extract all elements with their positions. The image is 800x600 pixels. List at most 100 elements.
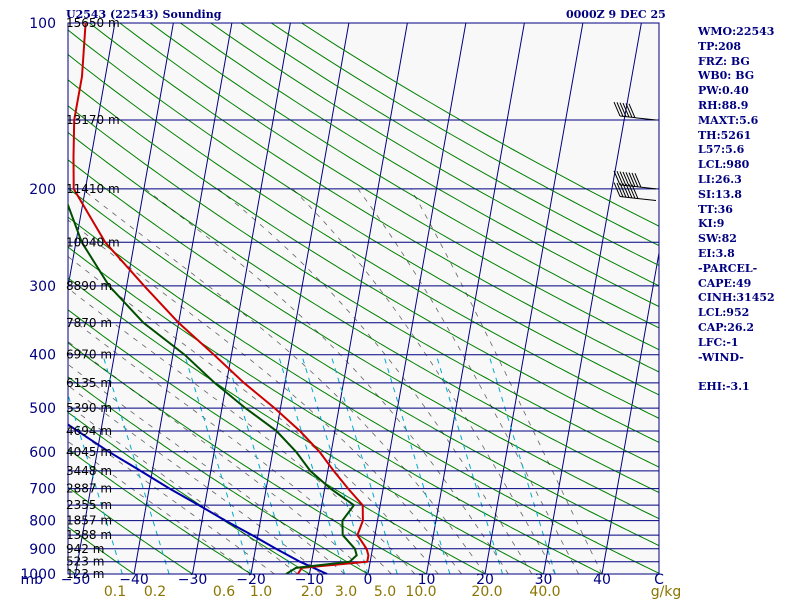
index-line: SI:13.8 (698, 187, 742, 201)
dry-adiabat-line (149, 23, 659, 329)
dry-adiabat-line (88, 23, 659, 373)
height-label: 1857 m (66, 514, 112, 528)
mixing-ratio-label: 1.0 (250, 584, 272, 600)
index-line: LI:26.3 (698, 173, 742, 186)
mixing-ratio-line (184, 354, 252, 574)
dry-adiabat-line (68, 131, 659, 494)
wind-barb-flag (631, 184, 639, 199)
isotherm-line (426, 23, 525, 574)
wind-barb-flag (625, 103, 633, 118)
isotherm-line (68, 23, 116, 290)
height-label: 4694 m (66, 424, 112, 438)
dry-adiabat-line (68, 342, 428, 574)
mixing-ratio-label: 3.0 (335, 584, 357, 600)
temperature-tick-label: 30 (535, 572, 553, 588)
height-label: 2355 m (66, 498, 112, 512)
dry-adiabat-line (68, 159, 659, 520)
isotherm-line (484, 23, 584, 574)
pressure-tick-label: 600 (29, 445, 56, 461)
temperature-tick-label: −20 (236, 572, 266, 588)
height-label: 7870 m (66, 316, 112, 330)
index-line: RH:88.9 (698, 99, 749, 112)
mixing-ratio-line (488, 354, 556, 574)
index-line: SW:82 (698, 232, 737, 246)
isotherm-line (309, 23, 408, 574)
height-label: 942 m (66, 542, 104, 556)
height-label: 3448 m (66, 464, 112, 478)
mixing-ratio-line (435, 354, 504, 574)
index-line: CINH:31452 (698, 291, 775, 305)
wind-barb-flag (622, 171, 630, 187)
pressure-tick-label: 900 (29, 542, 56, 558)
wind-barb-flag (631, 172, 639, 188)
isotherm-line (250, 23, 350, 574)
index-line: PW:0.40 (698, 84, 749, 98)
dry-adiabat-line (68, 79, 659, 443)
mixing-ratio-line (277, 354, 346, 574)
moist-adiabat-line (68, 404, 299, 574)
temperature-tick-label: 0 (364, 572, 373, 588)
dry-adiabat-line (68, 486, 194, 574)
moist-adiabat-line (68, 423, 275, 574)
mixing-ratio-line (102, 354, 170, 574)
isotherm-line (367, 23, 467, 574)
mixing-ratio-line (330, 354, 398, 574)
mixing-ratio-label: 40.0 (529, 584, 560, 600)
wind-barb (613, 182, 657, 202)
index-line: EHI:-3.1 (698, 380, 750, 394)
mixing-ratio-line (301, 354, 369, 574)
dry-adiabat-line (68, 246, 604, 574)
wind-barb-flag (616, 182, 624, 198)
temperature-tick-label: −50 (61, 572, 91, 588)
mixing-ratio-line (225, 354, 293, 574)
pressure-tick-label: 800 (29, 514, 56, 530)
mixing-ratio-label: 10.0 (405, 584, 436, 600)
temperature-tick-label: 40 (593, 572, 611, 588)
wind-barb-flag (622, 102, 630, 118)
mixing-ratio-label: g/kg (651, 584, 682, 600)
wind-barb-flag (619, 171, 627, 186)
wind-barb-flag (613, 182, 621, 197)
index-line: KI:9 (698, 217, 725, 231)
height-label: 13170 m (66, 113, 120, 127)
index-line: LCL:952 (698, 306, 750, 320)
pressure-tick-label: 1000 (20, 567, 56, 583)
mixing-ratio-label: 5.0 (374, 584, 396, 600)
dry-adiabat-line (68, 376, 370, 574)
height-label: 4045 m (66, 445, 112, 459)
dry-adiabat-line (68, 216, 659, 574)
wind-barb-flag (619, 183, 627, 198)
dry-adiabat-line (179, 23, 659, 308)
index-line: CAP:26.2 (698, 321, 755, 334)
station-title: U2543 (22543) Sounding (66, 8, 222, 21)
height-label: 2887 m (66, 482, 112, 496)
index-line: TH:5261 (698, 128, 752, 142)
wind-barb-flag (628, 103, 636, 118)
index-line: LCL:980 (698, 158, 750, 172)
mixing-ratio-label: 2.0 (301, 584, 323, 600)
pressure-tick-label: 700 (29, 482, 56, 498)
temperature-curve (72, 23, 370, 574)
height-label: 6970 m (66, 348, 112, 362)
temperature-tick-label: 20 (476, 572, 494, 588)
wind-barb-flag (613, 170, 621, 186)
pressure-tick-label: 400 (29, 348, 56, 364)
height-label: 8890 m (66, 279, 112, 293)
index-line: FRZ: BG (698, 54, 750, 68)
dry-adiabat-line (209, 23, 659, 287)
dry-adiabat-line (68, 53, 659, 419)
pressure-tick-label: 500 (29, 401, 56, 417)
wind-barb-flag (625, 172, 633, 187)
dry-adiabat-line (68, 105, 659, 468)
index-line: TT:36 (698, 202, 733, 216)
pressure-unit-label: mb (20, 572, 43, 588)
mixing-ratio-label: 0.6 (213, 584, 235, 600)
height-label: 123 m (66, 567, 104, 581)
pressure-tick-label: 200 (29, 182, 56, 198)
wind-barb-flag (628, 172, 636, 187)
wind-barb-flag (616, 171, 624, 186)
temperature-tick-label: −10 (295, 572, 325, 588)
pressure-tick-label: 100 (29, 16, 56, 32)
index-line: L57:5.6 (698, 143, 745, 157)
dry-adiabat-line (68, 526, 135, 574)
